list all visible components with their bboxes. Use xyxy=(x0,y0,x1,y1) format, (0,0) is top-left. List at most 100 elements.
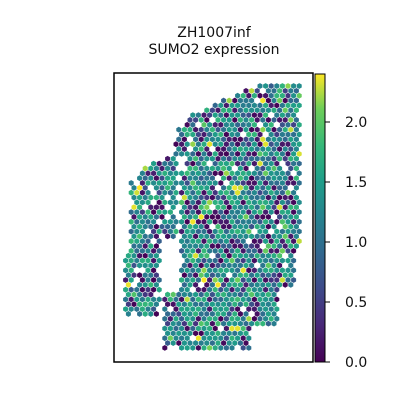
spot xyxy=(265,320,271,327)
spot xyxy=(243,320,249,327)
spot xyxy=(212,306,218,312)
spot xyxy=(145,180,151,186)
spot xyxy=(128,189,134,196)
spot xyxy=(212,170,218,177)
spot xyxy=(201,277,207,283)
spot xyxy=(265,291,271,298)
spot xyxy=(296,83,302,89)
plot-frame xyxy=(113,72,314,363)
spot xyxy=(274,102,280,109)
spot xyxy=(187,311,193,317)
spot xyxy=(260,165,266,172)
spot xyxy=(193,311,199,317)
spot xyxy=(251,286,257,293)
spot xyxy=(193,194,199,201)
spot xyxy=(277,243,283,249)
spot xyxy=(181,204,187,211)
spot xyxy=(181,311,187,317)
spot xyxy=(223,112,229,118)
spot xyxy=(207,267,213,274)
spot xyxy=(265,243,271,249)
spot xyxy=(181,340,187,346)
spot xyxy=(235,248,241,254)
spot xyxy=(184,277,190,283)
spot xyxy=(137,204,143,211)
spot xyxy=(145,238,151,245)
spot xyxy=(251,112,257,118)
spot xyxy=(237,311,243,317)
spot xyxy=(226,146,232,152)
spot xyxy=(257,180,263,186)
spot xyxy=(271,146,277,152)
spot xyxy=(123,277,129,283)
spot xyxy=(274,199,280,206)
spot xyxy=(209,320,215,327)
spot xyxy=(212,121,218,128)
spot xyxy=(195,170,201,177)
spot xyxy=(156,160,162,167)
spot xyxy=(285,112,291,118)
spot xyxy=(240,160,246,167)
spot xyxy=(187,243,193,249)
spot xyxy=(226,165,232,172)
spot xyxy=(221,252,227,259)
spot xyxy=(237,330,243,337)
spot xyxy=(167,209,173,215)
spot xyxy=(279,131,285,138)
spot xyxy=(145,296,151,303)
spot xyxy=(207,180,213,186)
spot xyxy=(249,155,255,162)
spot xyxy=(237,146,243,152)
spot xyxy=(279,112,285,118)
spot xyxy=(229,306,235,312)
spot xyxy=(254,252,260,259)
spot xyxy=(237,165,243,172)
spot xyxy=(235,335,241,342)
spot xyxy=(215,320,221,327)
spot xyxy=(173,160,179,167)
spot xyxy=(240,209,246,215)
spot xyxy=(151,296,157,303)
spot xyxy=(218,238,224,245)
spot xyxy=(125,311,131,317)
spot xyxy=(187,214,193,220)
spot xyxy=(246,248,252,254)
spot xyxy=(153,272,159,279)
spot xyxy=(268,170,274,177)
spot xyxy=(254,126,260,133)
spot xyxy=(153,233,159,240)
spot xyxy=(165,311,171,317)
spot xyxy=(212,248,218,254)
spot xyxy=(254,146,260,152)
spot xyxy=(246,286,252,293)
spot xyxy=(209,184,215,191)
spot xyxy=(207,306,213,312)
spot xyxy=(263,180,269,186)
spot xyxy=(285,151,291,157)
spot xyxy=(223,121,229,128)
spot xyxy=(204,243,210,249)
spot xyxy=(209,330,215,337)
spot xyxy=(249,301,255,308)
spot xyxy=(218,277,224,283)
spot xyxy=(201,286,207,293)
spot xyxy=(201,218,207,225)
spot xyxy=(229,209,235,215)
spot xyxy=(223,277,229,283)
spot xyxy=(159,194,165,201)
spot xyxy=(249,136,255,143)
spot xyxy=(184,315,190,322)
spot xyxy=(221,155,227,162)
spot xyxy=(271,117,277,123)
spot xyxy=(193,117,199,123)
spot xyxy=(184,218,190,225)
spot xyxy=(254,87,260,94)
spot xyxy=(162,209,168,215)
spot xyxy=(170,320,176,327)
spot xyxy=(181,252,187,259)
spot xyxy=(198,136,204,143)
spot xyxy=(195,345,201,351)
spot xyxy=(263,286,269,293)
spot xyxy=(257,228,263,235)
spot xyxy=(251,160,257,167)
